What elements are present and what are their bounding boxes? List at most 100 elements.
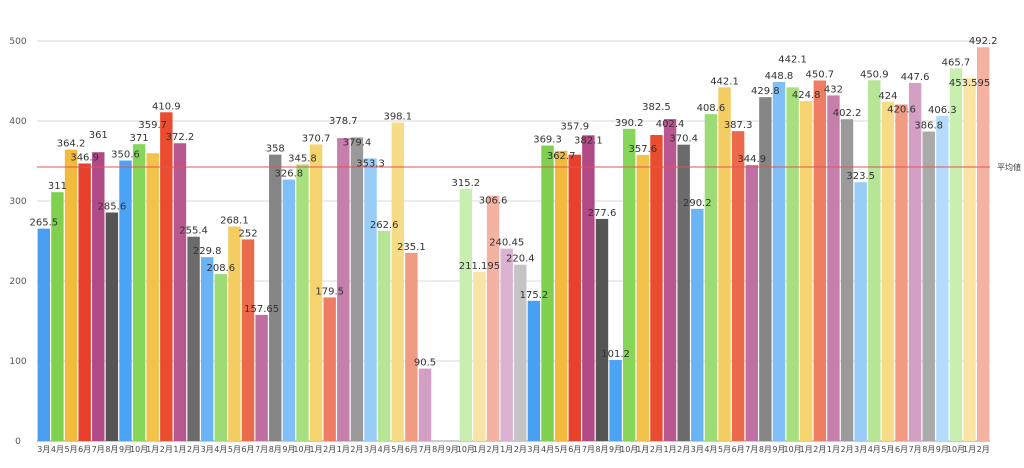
bar (759, 97, 772, 441)
data-label: 364.2 (57, 139, 86, 150)
data-label: 450.7 (806, 69, 835, 80)
bar (636, 154, 650, 442)
data-label: 465.7 (942, 57, 971, 68)
x-tick-label: 2月 (650, 445, 663, 454)
bar (173, 143, 187, 442)
data-label: 220.4 (506, 254, 535, 265)
data-label: 285.6 (98, 202, 127, 213)
bar (37, 228, 51, 441)
data-label: 353.3 (356, 158, 385, 169)
bar (119, 160, 132, 441)
x-tick-label: 1月 (146, 445, 159, 454)
bar (854, 182, 867, 441)
data-label: 386.8 (914, 121, 943, 132)
bar (609, 360, 622, 441)
x-tick-label: 6月 (895, 445, 908, 454)
data-label: 369.3 (533, 135, 562, 146)
x-tick-label: 8月 (595, 445, 608, 454)
y-tick-label: 100 (9, 357, 26, 367)
x-tick-label: 3月 (201, 445, 214, 454)
x-tick-label: 6月 (405, 445, 418, 454)
x-tick-label: 8月 (922, 445, 935, 454)
x-tick-label: 4月 (51, 445, 64, 454)
data-label: 387.3 (724, 120, 753, 131)
bar (595, 218, 609, 441)
bar (514, 264, 527, 441)
data-label: 311 (48, 181, 67, 192)
data-label: 408.6 (697, 103, 726, 114)
x-tick-label: 1月 (473, 445, 486, 454)
x-tick-label: 5月 (391, 445, 404, 454)
bar (895, 104, 908, 442)
x-tick-label: 10月 (620, 445, 638, 454)
bar (827, 95, 840, 442)
x-tick-label: 1月 (500, 445, 513, 454)
x-tick-label: 9月 (119, 445, 132, 454)
data-label: 235.1 (397, 242, 426, 253)
data-label: 306.6 (479, 196, 508, 207)
bar (418, 368, 432, 441)
data-label: 398.1 (383, 112, 412, 123)
data-label: 350.6 (111, 150, 140, 161)
data-label: 208.6 (206, 263, 235, 274)
data-label: 101.2 (601, 349, 630, 360)
x-tick-label: 2月 (813, 445, 826, 454)
bar (187, 236, 200, 441)
x-tick-label: 2月 (323, 445, 336, 454)
data-label: 410.9 (152, 101, 181, 112)
bar (963, 78, 976, 442)
x-tick-label: 7月 (418, 445, 431, 454)
bar (745, 165, 758, 441)
x-tick-label: 6月 (568, 445, 581, 454)
bar (881, 101, 895, 442)
bar (160, 112, 173, 441)
bar (337, 138, 350, 442)
data-label: 345.8 (288, 153, 317, 164)
bar (228, 226, 241, 441)
bars (37, 47, 990, 442)
bar (800, 101, 813, 441)
y-tick-label: 300 (9, 197, 26, 207)
x-tick-label: 9月 (609, 445, 622, 454)
bar (214, 274, 227, 441)
data-label: 448.8 (765, 71, 794, 82)
y-tick-label: 500 (9, 37, 26, 47)
data-label: 255.4 (179, 226, 208, 237)
data-label: 362.7 (547, 151, 576, 162)
x-tick-label: 5月 (881, 445, 894, 454)
x-tick-label: 3月 (527, 445, 540, 454)
x-tick-label: 7月 (582, 445, 595, 454)
x-tick-label: 10月 (783, 445, 801, 454)
bar (78, 163, 91, 442)
data-label: 442.1 (778, 54, 807, 65)
data-label: 379.4 (343, 137, 372, 148)
data-label: 420.6 (887, 105, 916, 116)
x-tick-label: 10月 (130, 445, 148, 454)
data-label: 432 (824, 84, 843, 95)
bar (364, 158, 377, 442)
x-tick-label: 7月 (745, 445, 758, 454)
data-labels: 265.5 311 364.2 346.9 361 285.6 350.6 371 359.7 4… (29, 36, 997, 368)
x-tick-label: 1月 (800, 445, 813, 454)
x-tick-label: 6月 (732, 445, 745, 454)
data-label: 211.195 (459, 261, 500, 272)
data-label: 492.2 (969, 36, 998, 47)
x-tick-label: 5月 (64, 445, 77, 454)
x-tick-label: 1月 (827, 445, 840, 454)
bar (64, 149, 78, 441)
x-tick-label: 9月 (282, 445, 295, 454)
x-tick-label: 1月 (337, 445, 350, 454)
bar (92, 152, 105, 441)
bar (255, 314, 268, 441)
data-label: 361 (89, 130, 108, 141)
data-label: 371 (130, 133, 149, 144)
data-label: 370.4 (669, 134, 698, 145)
bar (146, 153, 159, 442)
data-label: 406.3 (928, 105, 957, 116)
data-label: 229.8 (193, 246, 222, 257)
bar (976, 47, 990, 442)
data-label: 290.2 (683, 198, 712, 209)
bar (623, 128, 636, 441)
data-label: 315.2 (452, 178, 481, 189)
